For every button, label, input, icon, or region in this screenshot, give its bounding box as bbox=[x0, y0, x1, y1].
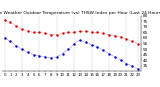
Title: Milwaukee Weather Outdoor Temperature (vs) THSW Index per Hour (Last 24 Hours): Milwaukee Weather Outdoor Temperature (v… bbox=[0, 11, 160, 15]
